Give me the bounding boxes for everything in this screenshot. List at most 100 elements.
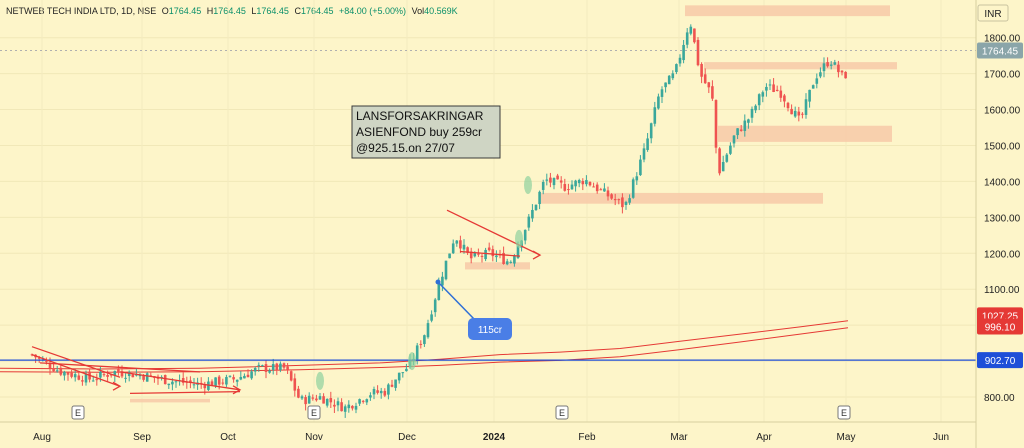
candle-body (577, 180, 581, 184)
candle-body (235, 379, 239, 382)
x-tick-label: Jun (933, 432, 949, 443)
candle-body (653, 107, 657, 124)
candle-body (484, 249, 487, 260)
earnings-marker[interactable]: E (71, 405, 85, 420)
candle-body (106, 374, 109, 377)
earnings-marker-box (71, 405, 85, 420)
currency-box[interactable] (977, 4, 1009, 22)
candle-body (833, 62, 837, 65)
candle-body (631, 179, 635, 198)
candle-body (703, 74, 707, 84)
candle-body (516, 245, 520, 258)
candle-body (243, 375, 246, 379)
zone-rect (704, 62, 897, 70)
candle-body (437, 283, 441, 301)
earnings-marker-label: E (559, 408, 565, 418)
candle-body (397, 372, 401, 381)
annotation-box[interactable]: LANSFORSAKRINGAR ASIENFOND buy 259cr @92… (351, 105, 501, 159)
candle-body (603, 188, 606, 192)
zone-rect (541, 192, 823, 204)
candle-body (37, 357, 41, 359)
candle-body (657, 96, 660, 109)
zone-rect (718, 125, 892, 142)
candle-body (225, 377, 228, 385)
candle-body (77, 375, 81, 380)
candle-body (279, 363, 282, 370)
candle-body (383, 390, 387, 396)
candle-body (469, 251, 473, 259)
trend-line (31, 346, 121, 378)
candle-body (675, 64, 678, 73)
candle-body (649, 123, 653, 139)
candle-body (459, 240, 462, 249)
candle-body (804, 99, 808, 115)
candle-body (729, 145, 732, 154)
candle-body (541, 182, 545, 190)
candle-body (300, 396, 304, 399)
candle-body (347, 404, 351, 409)
candle-body (55, 370, 59, 372)
candle-body (419, 343, 423, 345)
high-label: H (206, 6, 214, 16)
candle-body (739, 129, 743, 131)
earnings-marker[interactable]: E (307, 405, 321, 420)
candle-body (732, 135, 736, 144)
candle-body (163, 375, 167, 385)
candle-body (491, 249, 495, 257)
candle-body (433, 299, 437, 313)
candle-body (181, 378, 185, 383)
candle-body (261, 365, 264, 367)
earnings-marker-box (837, 405, 851, 420)
trend-line (459, 250, 521, 257)
candle-body (765, 86, 768, 91)
candle-body (311, 397, 315, 399)
candle-body (405, 368, 408, 372)
candle-body (174, 381, 178, 383)
candle-body (595, 184, 599, 192)
candle-body (549, 177, 552, 183)
candle-body (534, 204, 538, 211)
symbol-name[interactable]: NETWEB TECH INDIA LTD, 1D, NSE (6, 6, 157, 16)
price-badge (977, 318, 1023, 335)
candle-body (318, 396, 322, 400)
candle-body (790, 108, 793, 115)
candle-body (837, 64, 840, 73)
candle-body (286, 366, 289, 371)
callout-line (437, 281, 476, 321)
candle-body (426, 323, 430, 338)
earnings-marker-label: E (75, 408, 81, 418)
earnings-marker-label: E (841, 408, 847, 418)
highlight-ellipse (316, 371, 324, 390)
symbol-header: NETWEB TECH INDIA LTD, 1D, NSE O1764.45 … (6, 6, 461, 16)
candle-body (113, 371, 117, 376)
candle-body (372, 388, 376, 395)
earnings-marker[interactable]: E (555, 405, 569, 420)
callout-115cr[interactable]: 115cr (435, 279, 513, 341)
candle-body (779, 90, 783, 98)
candle-body (102, 374, 106, 376)
candle-body (232, 377, 235, 380)
candle-body (379, 390, 383, 394)
candle-body (556, 175, 559, 180)
candle-body (369, 395, 372, 398)
candle-body (293, 378, 297, 391)
candle-body (801, 113, 804, 115)
candle-body (297, 388, 300, 398)
candle-body (635, 176, 639, 181)
candle-body (239, 376, 243, 380)
open-label: O (161, 6, 169, 16)
candle-body (48, 363, 52, 369)
candle-body (538, 191, 541, 205)
earnings-marker[interactable]: E (837, 405, 851, 420)
candle-body (120, 371, 124, 377)
candle-body (808, 89, 811, 102)
candle-body (63, 371, 66, 376)
candle-body (815, 78, 819, 84)
candle-body (228, 375, 232, 377)
y-tick-label: 1500.00 (984, 141, 1021, 152)
candle-body (189, 380, 192, 383)
candle-body (444, 260, 448, 280)
